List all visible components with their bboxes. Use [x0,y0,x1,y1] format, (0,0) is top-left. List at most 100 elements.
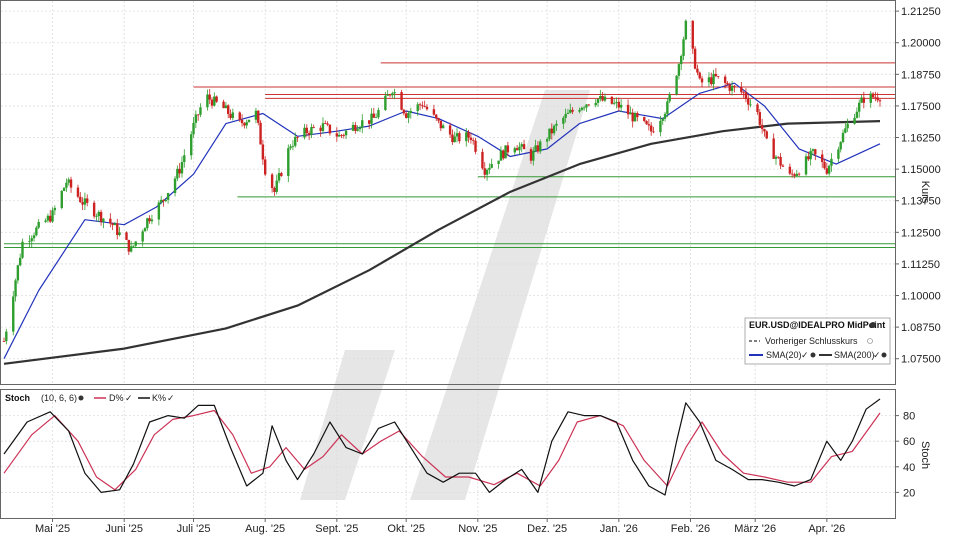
candle-body [178,168,181,174]
candle-body [749,104,752,106]
candle-body [5,331,8,342]
candle-body [675,75,678,95]
candle-body [162,199,165,202]
stoch-y-tick-label: 80 [903,411,915,423]
candle-body [391,93,394,96]
support-resistance-lines [4,62,895,248]
sma20-settings-icon[interactable] [810,352,816,358]
stoch-series [3,398,881,496]
k-check-icon[interactable]: ✓ [167,393,175,403]
candle-body [229,114,232,118]
candle-body [67,179,70,183]
candle-body [319,127,322,131]
candle-body [344,130,348,136]
candle-body [839,142,842,150]
stoch-legend-k: K% [152,393,166,403]
candle-body [192,122,195,135]
candle-body [548,128,551,140]
candle-body [682,39,685,56]
candle-body [472,140,475,141]
candle-body [109,218,112,224]
candle-body [797,173,801,175]
candle-body [552,125,556,134]
x-tick-label: Apr. '26 [808,523,845,535]
candle-body [747,99,750,105]
candle-body [455,133,459,137]
candle-body [599,95,602,99]
candle-body [247,119,251,123]
candle-body [83,198,87,205]
candle-body [402,109,406,114]
candle-body [726,82,729,85]
sma20-check-icon[interactable]: ✓ [801,350,809,360]
candle-body [310,126,313,135]
candle-body [474,140,477,152]
legend-prev-close: Vorheriger Schlusskurs [765,336,858,346]
candle-body [305,127,308,134]
candle-body [49,215,52,222]
stoch-axis: 20 40 60 80 [895,411,915,499]
candle-body [65,182,68,188]
candle-body [425,106,429,110]
candle-body [617,101,621,108]
candle-body [643,117,646,122]
candle-body [515,148,519,151]
sma200-settings-icon[interactable] [881,352,887,358]
candle-body [615,101,618,103]
candle-body [594,102,597,106]
candle-body [610,96,614,104]
stoch-legend[interactable]: Stoch (10, 6, 6) D% ✓ K% ✓ [5,393,175,403]
candle-body [213,96,216,106]
stoch-legend-title: Stoch [5,393,30,403]
candle-body [488,167,491,170]
legend-title: EUR.USD@IDEALPRO MidPoint [749,320,885,330]
candle-body [578,109,581,112]
candle-body [418,104,422,106]
candle-body [744,92,748,100]
candle-body [712,73,715,85]
candle-body [194,114,198,123]
candle-body [377,109,380,118]
candle-body [435,114,438,119]
candle-body [86,198,89,203]
candle-body [208,94,211,100]
candle-body [663,113,667,119]
candle-body [571,109,574,112]
candle-body [448,125,452,135]
candle-body [545,139,549,142]
settings-icon[interactable] [870,322,876,328]
candle-body [680,55,683,65]
d-check-icon[interactable]: ✓ [125,393,133,403]
candle-body [862,97,866,103]
candle-body [522,144,526,150]
candle-body [777,156,780,158]
candle-body [183,155,186,162]
candle-body [612,102,616,104]
candle-body [451,134,454,143]
candle-body [190,134,193,156]
candle-body [693,48,697,69]
candle-body [14,280,17,297]
candle-body [585,104,588,108]
candle-body [180,161,184,174]
candle-body [35,227,38,236]
candle-body [367,120,371,124]
toggle-icon[interactable] [867,338,873,344]
y-tick-label: 1.21250 [901,6,941,18]
candle-body [645,121,648,125]
candle-body [238,112,241,120]
y-tick-label: 1.15000 [901,164,941,176]
candle-body [312,126,315,128]
candle-body [400,92,403,110]
candle-body [809,150,812,160]
candle-body [869,93,872,103]
sma200-check-icon[interactable]: ✓ [873,350,881,360]
candle-body [342,135,345,136]
candle-body [37,221,40,228]
y-tick-label: 1.18750 [901,69,941,81]
main-legend[interactable]: EUR.USD@IDEALPRO MidPoint Vorheriger Sch… [744,317,891,365]
stoch-k-line [3,398,881,496]
stoch-settings-icon[interactable] [78,395,84,401]
stoch-axis-title: Stoch [919,441,931,469]
candle-body [254,110,258,120]
